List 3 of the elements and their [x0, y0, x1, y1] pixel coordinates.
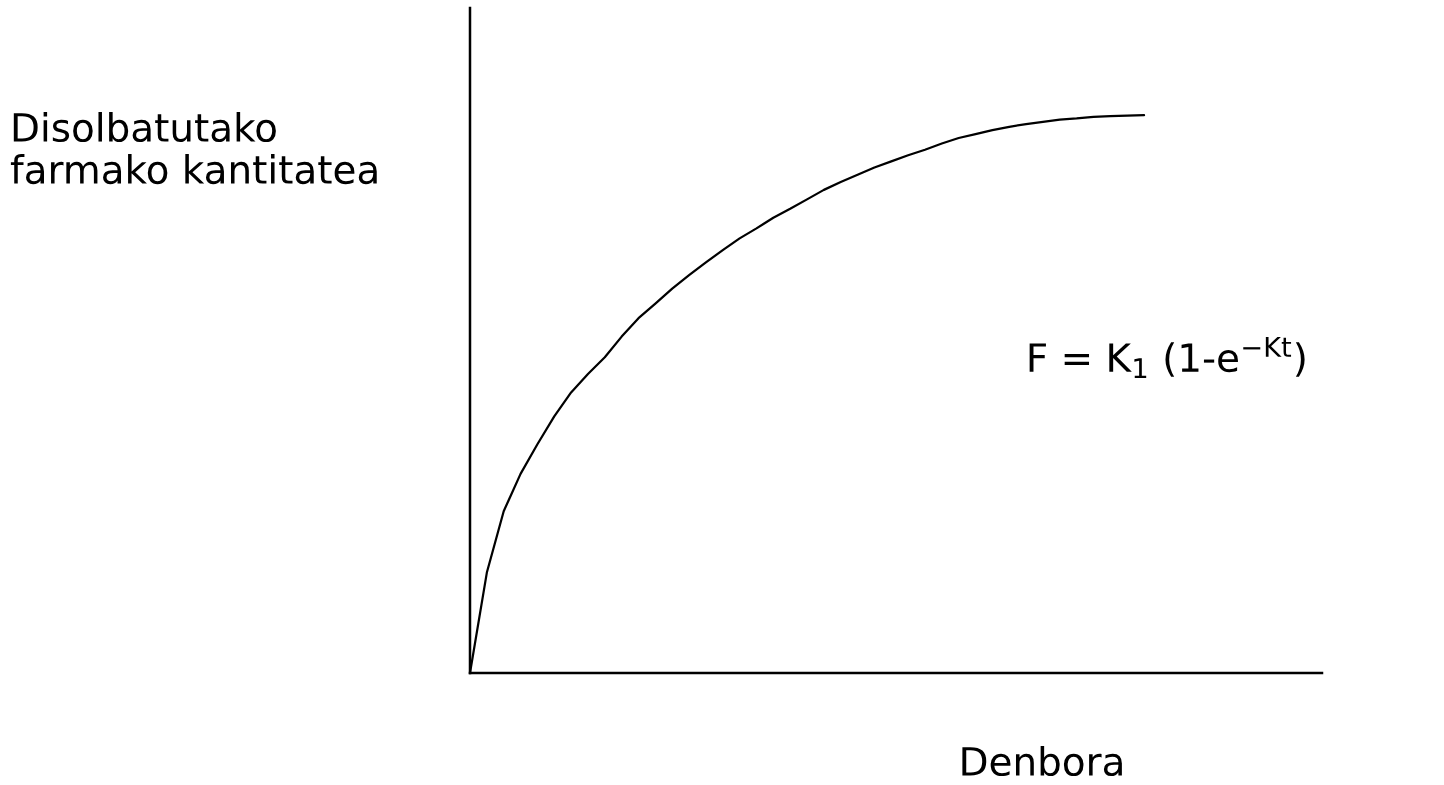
x-axis-title: Denbora: [962, 746, 1122, 777]
y-axis-title: Disolbatutako farmako kantitatea: [10, 112, 377, 185]
annotation: F = K$_{1}$ (1-e$^{−Kt}$): [1029, 337, 1305, 379]
